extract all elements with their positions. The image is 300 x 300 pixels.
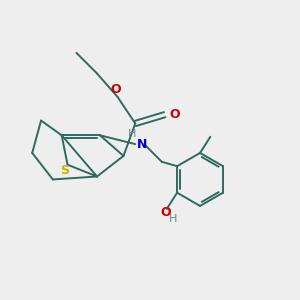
- Text: H: H: [128, 129, 136, 139]
- Text: S: S: [60, 164, 69, 176]
- Text: O: O: [160, 206, 171, 219]
- Text: O: O: [111, 82, 122, 95]
- Text: O: O: [169, 108, 180, 121]
- Text: H: H: [169, 214, 177, 224]
- Text: N: N: [137, 138, 147, 151]
